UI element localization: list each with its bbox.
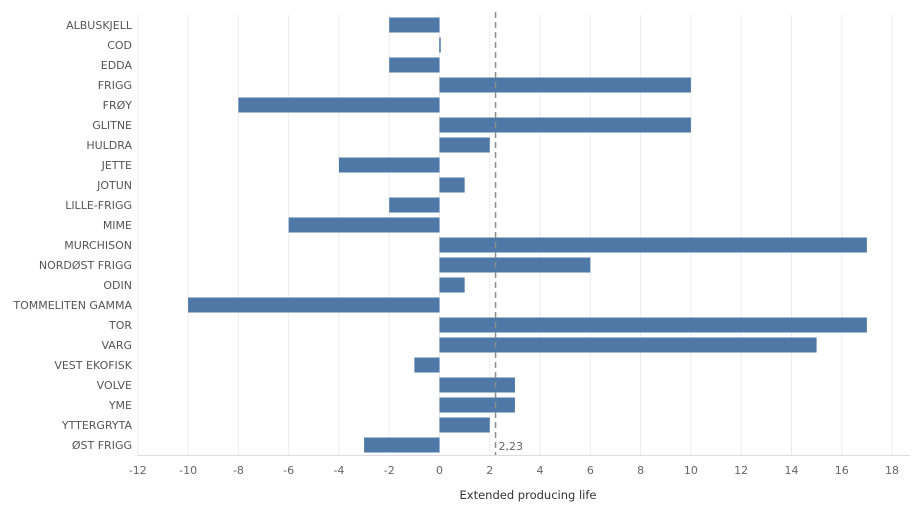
bar[interactable] <box>439 37 441 53</box>
category-label: NORDØST FRIGG <box>39 259 132 272</box>
category-label: VARG <box>101 339 132 352</box>
category-label: YME <box>108 399 132 412</box>
category-label: VOLVE <box>97 379 132 392</box>
x-tick-label: 16 <box>835 464 849 477</box>
category-label: TOMMELITEN GAMMA <box>12 299 132 312</box>
reference-line-group: 2,23 <box>494 12 524 455</box>
bar[interactable] <box>288 217 440 233</box>
category-label: MURCHISON <box>64 239 132 252</box>
bar[interactable] <box>439 117 691 133</box>
bar[interactable] <box>439 377 515 393</box>
bar[interactable] <box>188 297 440 313</box>
bar[interactable] <box>439 257 591 273</box>
x-tick-label: 14 <box>784 464 798 477</box>
category-label: VEST EKOFISK <box>54 359 132 372</box>
bar[interactable] <box>439 417 490 433</box>
x-tick-label: 6 <box>587 464 594 477</box>
category-label: ODIN <box>103 279 132 292</box>
category-label: JETTE <box>101 159 132 172</box>
category-label: GLITNE <box>92 119 132 132</box>
category-label: TOR <box>108 319 132 332</box>
bars <box>188 17 867 453</box>
category-label: LILLE-FRIGG <box>65 199 132 212</box>
x-tick-label: 18 <box>885 464 899 477</box>
bar[interactable] <box>439 177 465 193</box>
x-tick-label: -6 <box>283 464 294 477</box>
bar[interactable] <box>439 77 691 93</box>
bar[interactable] <box>439 137 490 153</box>
x-tick-label: -10 <box>179 464 197 477</box>
x-axis-title: Extended producing life <box>460 488 597 502</box>
x-tick-label: 0 <box>436 464 443 477</box>
bar[interactable] <box>439 317 867 333</box>
x-tick-label: -12 <box>129 464 147 477</box>
category-label: YTTERGRYTA <box>61 419 133 432</box>
x-tick-label: -2 <box>384 464 395 477</box>
x-tick-label: -8 <box>233 464 244 477</box>
x-tick-label: 12 <box>734 464 748 477</box>
bar[interactable] <box>389 17 440 33</box>
category-label: ALBUSKJELL <box>66 19 133 32</box>
x-tick-labels: -12 -10 -8 -6 -4 -2 0 2 4 6 8 10 12 14 16 18 <box>129 464 899 477</box>
bar[interactable] <box>389 57 440 73</box>
category-label: EDDA <box>101 59 133 72</box>
x-tick-label: 4 <box>537 464 544 477</box>
x-tick-label: 8 <box>637 464 644 477</box>
bar[interactable] <box>439 397 515 413</box>
bar[interactable] <box>439 237 867 253</box>
category-label: JOTUN <box>96 179 132 192</box>
x-tick-label: 2 <box>486 464 493 477</box>
category-label: COD <box>107 39 132 52</box>
bar[interactable] <box>364 437 440 453</box>
bar[interactable] <box>338 157 440 173</box>
bar[interactable] <box>238 97 440 113</box>
reference-line-label: 2,23 <box>499 440 524 453</box>
category-label: FRIGG <box>98 79 132 92</box>
category-label: ØST FRIGG <box>72 439 132 452</box>
category-labels: ALBUSKJELL COD EDDA FRIGG FRØY GLITNE HULDRA JE… <box>12 19 133 452</box>
bar[interactable] <box>439 337 817 353</box>
bar[interactable] <box>389 197 440 213</box>
bar[interactable] <box>414 357 440 373</box>
category-label: HULDRA <box>86 139 132 152</box>
bar[interactable] <box>439 277 465 293</box>
x-tick-label: -4 <box>333 464 344 477</box>
category-label: FRØY <box>103 99 133 112</box>
category-label: MIME <box>103 219 132 232</box>
x-tick-label: 10 <box>684 464 698 477</box>
